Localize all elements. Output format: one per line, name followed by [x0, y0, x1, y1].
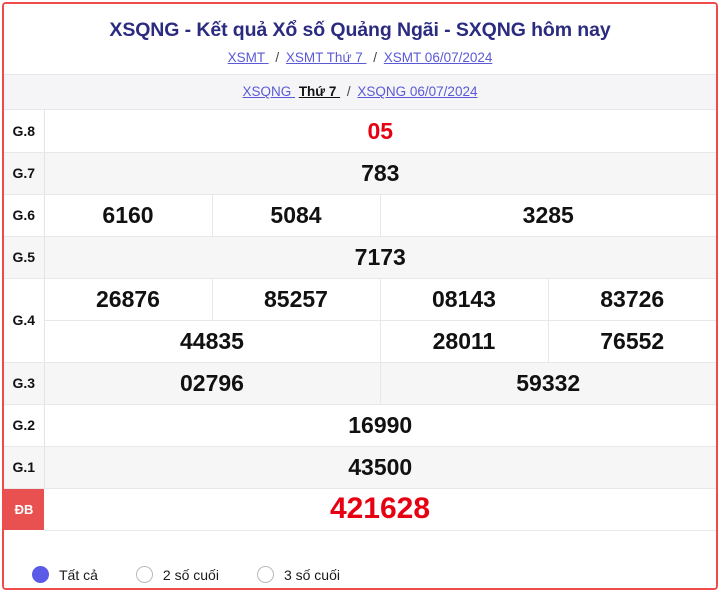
page-title: XSQNG - Kết quả Xổ số Quảng Ngãi - SXQNG… — [109, 19, 611, 41]
radio-option-3-so-cuoi[interactable]: 3 số cuối — [256, 566, 340, 584]
prize-label-g1: G.1 — [4, 446, 45, 489]
prize-value-g5: 7173 — [44, 236, 716, 279]
table-row: G.6 6160 5084 3285 — [4, 194, 716, 237]
breadcrumb-separator: / — [275, 50, 280, 66]
prize-value-g4-2: 85257 — [212, 278, 381, 321]
prize-value-g4-3: 08143 — [380, 278, 549, 321]
table-row: 44835 28011 76552 — [4, 320, 716, 363]
table-row: G.3 02796 59332 — [4, 362, 716, 405]
prize-value-g4-6: 28011 — [380, 320, 549, 363]
prize-value-g3-1: 02796 — [44, 362, 381, 405]
prize-value-g2: 16990 — [44, 404, 716, 447]
prize-label-g4: G.4 — [4, 278, 45, 363]
prize-value-g8: 05 — [44, 110, 716, 153]
filter-radio-group: Tất cả 2 số cuối 3 số cuối — [4, 530, 716, 588]
prize-label-g7: G.7 — [4, 152, 45, 195]
radio-dot-icon[interactable] — [135, 566, 153, 584]
table-row: G.4 26876 85257 08143 83726 — [4, 278, 716, 363]
prize-label-g6: G.6 — [4, 194, 45, 237]
prize-label-db: ĐB — [4, 488, 44, 531]
prize-value-g4-1: 26876 — [44, 278, 213, 321]
table-row: G.8 05 — [4, 110, 716, 153]
radio-dot-icon[interactable] — [256, 566, 274, 584]
table-row: G.1 43500 — [4, 446, 716, 489]
prize-label-g8: G.8 — [4, 110, 45, 153]
radio-label-tat-ca: Tất cả — [59, 566, 98, 583]
breadcrumb-link-xsqng[interactable]: XSQNG — [242, 84, 296, 100]
table-row: G.2 16990 — [4, 404, 716, 447]
radio-option-tat-ca[interactable]: Tất cả — [32, 566, 98, 584]
breadcrumb-top: XSMT / XSMT Thứ 7 / XSMT 06/07/2024 — [4, 42, 716, 74]
radio-dot-icon[interactable] — [32, 566, 49, 584]
header: XSQNG - Kết quả Xổ số Quảng Ngãi - SXQNG… — [4, 4, 716, 111]
prize-label-g5: G.5 — [4, 236, 45, 279]
breadcrumb-bottom: XSQNG Thứ 7 / XSQNG 06/07/2024 — [4, 74, 716, 111]
prize-value-db: 421628 — [44, 488, 716, 531]
table-row: G.5 7173 — [4, 236, 716, 279]
breadcrumb-link-xsqng-date[interactable]: XSQNG 06/07/2024 — [357, 84, 478, 100]
prize-label-g2: G.2 — [4, 404, 45, 447]
prize-value-g3-2: 59332 — [380, 362, 716, 405]
radio-label-2-so-cuoi: 2 số cuối — [162, 566, 219, 583]
radio-option-2-so-cuoi[interactable]: 2 số cuối — [135, 566, 219, 584]
breadcrumb-label-thu7: Thứ 7 — [298, 84, 341, 100]
prize-value-g6-1: 6160 — [44, 194, 213, 237]
prize-value-g4-5: 44835 — [44, 320, 381, 363]
prize-label-g3: G.3 — [4, 362, 45, 405]
prize-value-g6-3: 3285 — [380, 194, 716, 237]
prize-value-g1: 43500 — [44, 446, 716, 489]
lottery-result-card: XSQNG - Kết quả Xổ số Quảng Ngãi - SXQNG… — [2, 2, 718, 590]
breadcrumb-link-xsmt[interactable]: XSMT — [227, 50, 269, 66]
table-row: ĐB 421628 — [4, 488, 716, 531]
prize-value-g4-7: 76552 — [548, 320, 716, 363]
prize-value-g7: 783 — [44, 152, 716, 195]
prize-value-g6-2: 5084 — [212, 194, 381, 237]
breadcrumb-link-xsmt-thu7[interactable]: XSMT Thứ 7 — [285, 50, 367, 66]
results-table: G.8 05 G.7 783 G.6 6160 5084 3285 G.5 71… — [4, 110, 716, 531]
prize-value-g4-4: 83726 — [548, 278, 716, 321]
radio-label-3-so-cuoi: 3 số cuối — [283, 566, 340, 583]
breadcrumb-separator: / — [346, 84, 351, 100]
table-row: G.7 783 — [4, 152, 716, 195]
breadcrumb-link-xsmt-date[interactable]: XSMT 06/07/2024 — [383, 50, 493, 66]
breadcrumb-separator: / — [373, 50, 378, 66]
